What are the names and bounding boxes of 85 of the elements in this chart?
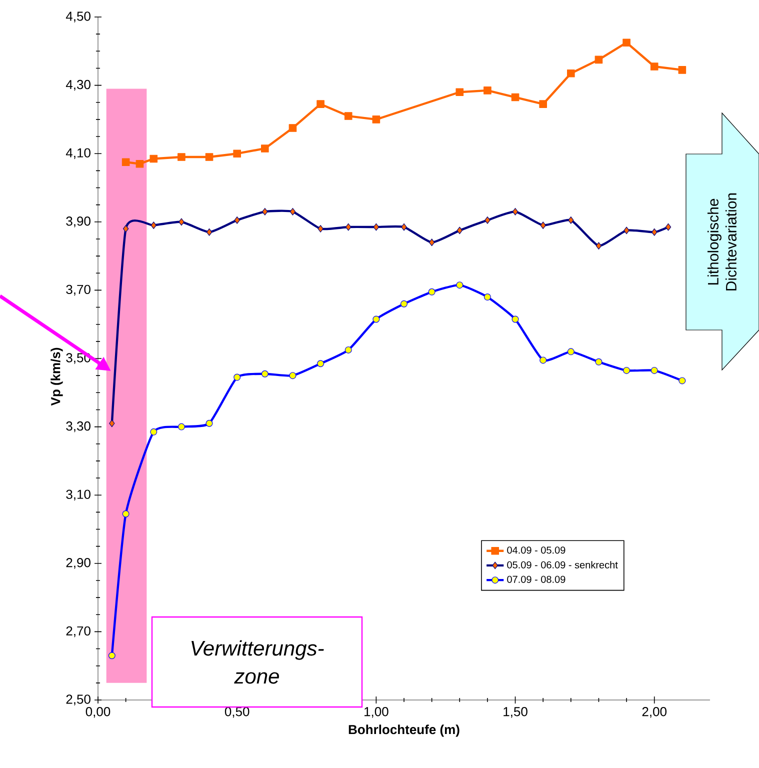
point bbox=[205, 153, 214, 161]
point bbox=[261, 370, 268, 378]
point bbox=[178, 218, 184, 226]
point bbox=[484, 294, 491, 301]
y-tick-label: 4,30 bbox=[66, 80, 90, 91]
point bbox=[428, 238, 435, 246]
point bbox=[652, 228, 658, 236]
point bbox=[512, 208, 518, 216]
y-tick-label: 2,90 bbox=[66, 558, 90, 569]
point bbox=[678, 377, 686, 384]
point bbox=[206, 228, 212, 236]
y-tick-label: 4,10 bbox=[66, 148, 90, 159]
point bbox=[540, 356, 547, 364]
point bbox=[318, 225, 324, 232]
point bbox=[456, 226, 462, 234]
point bbox=[178, 423, 185, 430]
y-axis-title: Vp (km/s) bbox=[50, 348, 63, 406]
point bbox=[624, 226, 630, 234]
point bbox=[206, 420, 213, 427]
point bbox=[400, 300, 408, 308]
point bbox=[568, 216, 574, 224]
point bbox=[665, 223, 672, 231]
x-tick-label: 2,00 bbox=[642, 707, 667, 718]
y-tick-label: 2,70 bbox=[66, 626, 90, 638]
legend-label: 07.09 - 08.09 bbox=[507, 576, 566, 583]
point bbox=[122, 225, 129, 232]
annotation: Lithologische Dichtevariation bbox=[707, 193, 736, 290]
legend-label: 04.09 - 05.09 bbox=[507, 546, 566, 554]
point bbox=[511, 93, 520, 102]
y-tick-label: 4,50 bbox=[66, 12, 90, 22]
point bbox=[456, 88, 464, 96]
y-tick-label: 3,30 bbox=[66, 421, 90, 432]
legend-label: 05.09 - 06.09 - senkrecht bbox=[507, 561, 618, 568]
point bbox=[512, 316, 519, 323]
point bbox=[650, 62, 658, 70]
point bbox=[401, 223, 407, 231]
point bbox=[262, 208, 268, 216]
point bbox=[428, 288, 436, 296]
point bbox=[678, 66, 686, 74]
point bbox=[623, 366, 630, 374]
point bbox=[596, 242, 602, 250]
point bbox=[539, 100, 547, 108]
point bbox=[109, 420, 115, 428]
point bbox=[567, 69, 575, 78]
y-tick-label: 3,10 bbox=[66, 490, 90, 500]
point bbox=[372, 316, 380, 323]
point bbox=[178, 153, 186, 161]
point bbox=[317, 360, 324, 368]
point bbox=[594, 56, 603, 64]
x-tick-label: 1,00 bbox=[364, 707, 388, 718]
point bbox=[150, 154, 158, 163]
point bbox=[122, 158, 130, 166]
point bbox=[344, 346, 352, 354]
point bbox=[456, 282, 464, 289]
point bbox=[108, 652, 116, 660]
y-tick-label: 3,90 bbox=[66, 216, 90, 228]
y-tick-label: 2,50 bbox=[66, 694, 90, 706]
point bbox=[316, 100, 324, 108]
point bbox=[540, 222, 546, 230]
point bbox=[122, 510, 130, 518]
point bbox=[346, 223, 352, 231]
point bbox=[290, 208, 296, 216]
point bbox=[136, 160, 144, 168]
point bbox=[150, 222, 156, 230]
point bbox=[150, 428, 158, 436]
point bbox=[484, 216, 490, 224]
point bbox=[650, 366, 658, 374]
point bbox=[261, 144, 269, 152]
point bbox=[234, 216, 240, 224]
point bbox=[234, 374, 241, 381]
point bbox=[622, 38, 630, 47]
y-tick-label: 3,70 bbox=[66, 284, 90, 296]
point bbox=[372, 116, 380, 124]
x-axis-title: Bohrlochteufe (m) bbox=[348, 724, 460, 737]
point bbox=[344, 112, 352, 120]
point bbox=[567, 348, 574, 356]
x-tick-label: 0,00 bbox=[86, 707, 110, 718]
point bbox=[373, 223, 380, 231]
point bbox=[484, 86, 492, 94]
point bbox=[233, 150, 241, 158]
point bbox=[289, 372, 296, 380]
x-tick-label: 1,50 bbox=[504, 707, 528, 718]
annotation: Verwitterungs- zone bbox=[192, 640, 324, 684]
point bbox=[288, 124, 297, 132]
point bbox=[595, 358, 602, 366]
